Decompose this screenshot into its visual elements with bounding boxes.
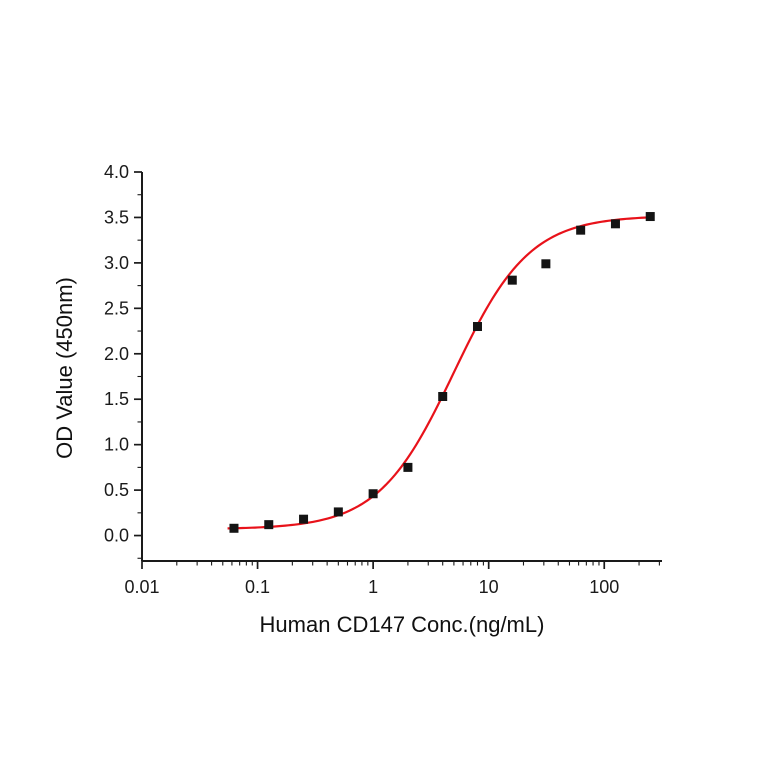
plot-area: 0.01 0.1 1 10 100 0.0 0.5 1.0 1.5 2.0 2.5 3.0 3.5 4.0 [104, 162, 662, 597]
y-axis-label: OD Value (450nm) [52, 277, 77, 459]
x-tick-label: 10 [479, 577, 499, 597]
data-point-marker [472, 322, 482, 332]
data-point-marker [438, 391, 448, 401]
y-tick-label: 1.5 [104, 389, 129, 409]
data-point-marker [368, 489, 378, 499]
x-tick-label: 100 [589, 577, 619, 597]
x-tick-label: 0.01 [124, 577, 159, 597]
y-tick-label: 0.0 [104, 526, 129, 546]
data-point-marker [299, 514, 309, 524]
y-tick-label: 2.5 [104, 298, 129, 318]
fit-curve [227, 216, 654, 530]
data-point-marker [610, 219, 620, 229]
y-tick-label: 3.0 [104, 253, 129, 273]
y-tick-label: 4.0 [104, 162, 129, 182]
data-point-marker [264, 520, 274, 530]
y-tick-label: 2.0 [104, 344, 129, 364]
x-tick-label: 1 [368, 577, 378, 597]
y-tick-label: 1.0 [104, 435, 129, 455]
y-tick-label: 0.5 [104, 480, 129, 500]
data-point-marker [403, 462, 413, 472]
x-tick-label: 0.1 [245, 577, 270, 597]
data-point-marker [333, 507, 343, 517]
data-point-marker [507, 275, 517, 285]
data-point-marker [576, 225, 586, 235]
x-axis-label: Human CD147 Conc.(ng/mL) [260, 612, 545, 637]
y-tick-label: 3.5 [104, 207, 129, 227]
data-point-marker [645, 212, 655, 222]
data-point-marker [229, 523, 239, 533]
data-point-marker [541, 259, 551, 269]
